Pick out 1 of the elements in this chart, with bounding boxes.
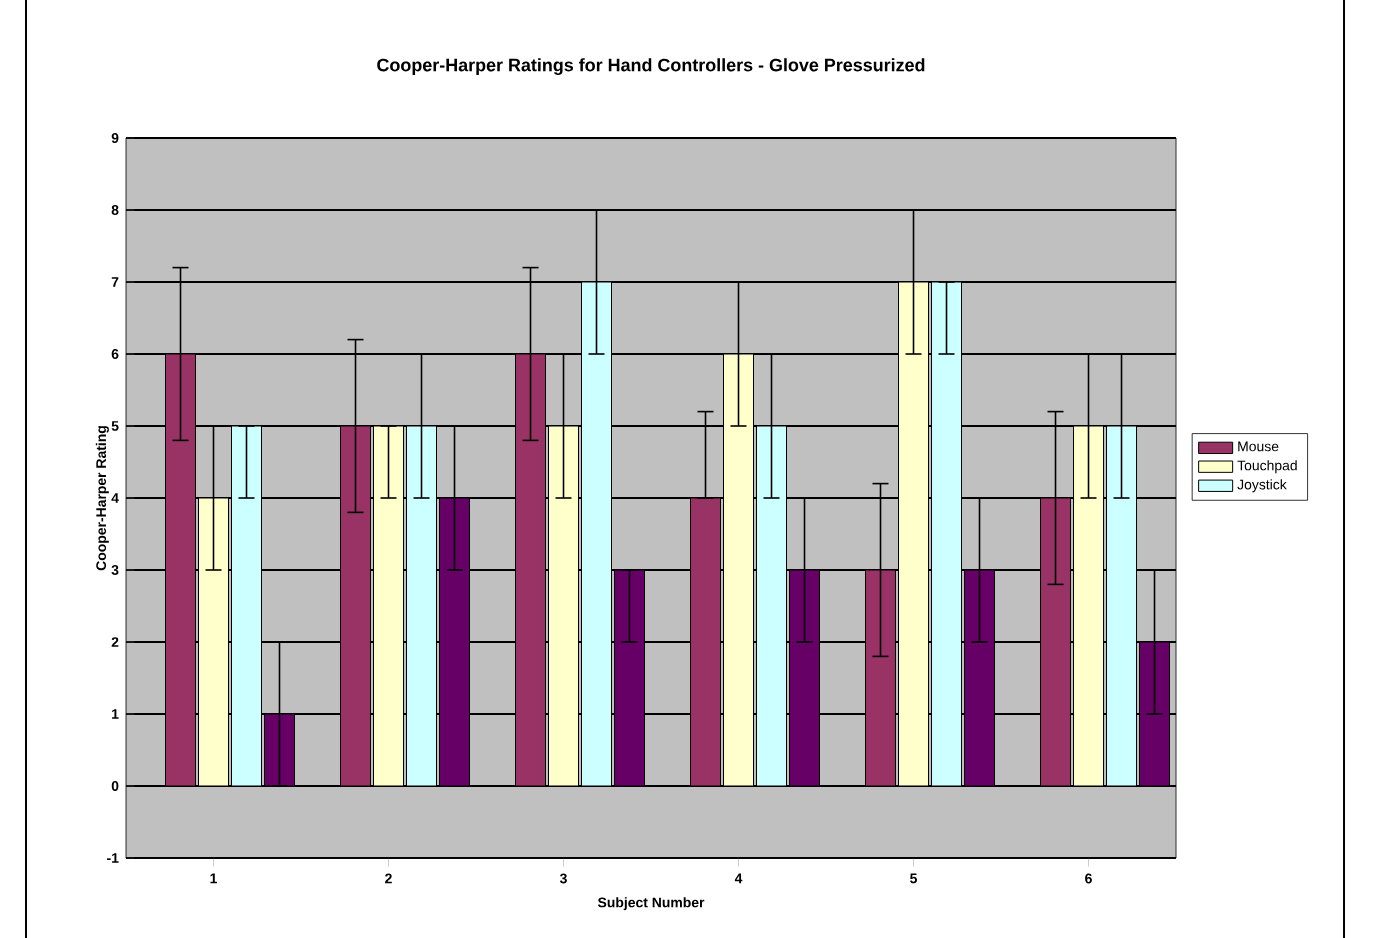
chart-title: Cooper-Harper Ratings for Hand Controllers - Glove Pressurized (377, 58, 925, 76)
